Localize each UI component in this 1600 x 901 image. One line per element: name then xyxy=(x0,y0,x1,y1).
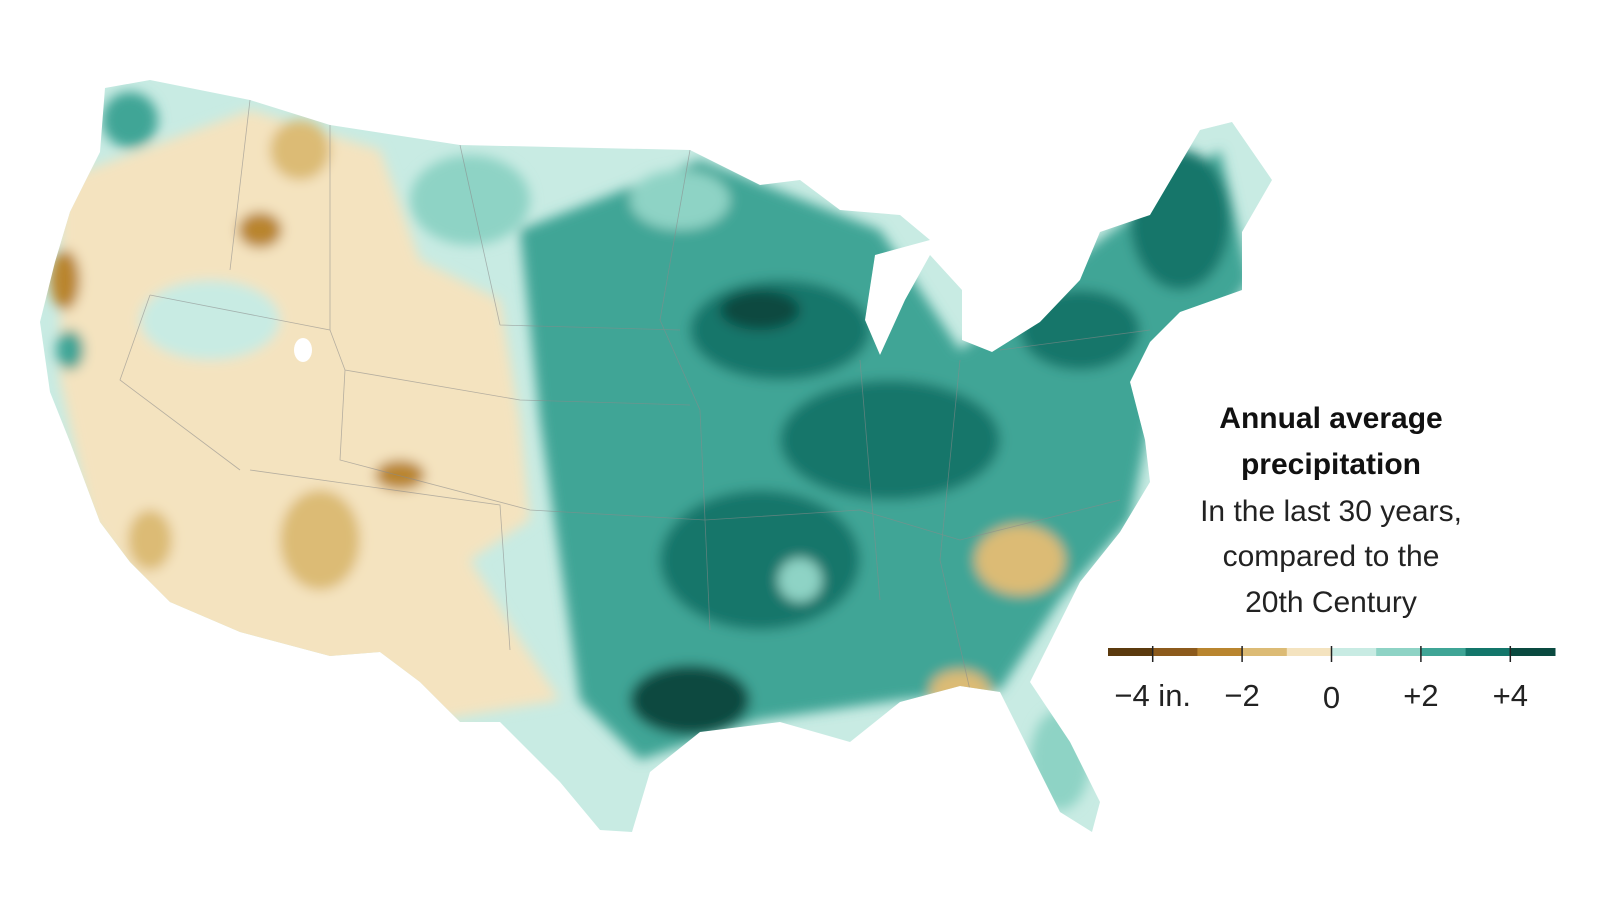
legend-tick-label: +2 xyxy=(1403,678,1438,713)
legend-subtitle: compared to the xyxy=(1223,540,1440,573)
legend-swatch xyxy=(1152,648,1198,656)
legend-swatch xyxy=(1465,648,1511,656)
legend-tick-label: −2 xyxy=(1224,678,1259,713)
precipitation-map xyxy=(40,80,1272,832)
legend-swatch xyxy=(1108,648,1154,656)
legend-swatch xyxy=(1510,648,1556,656)
legend-tick-label: 0 xyxy=(1323,680,1340,715)
legend-subtitle: In the last 30 years, xyxy=(1200,495,1462,528)
legend-title: Annual average xyxy=(1219,402,1442,435)
legend-subtitle: 20th Century xyxy=(1245,586,1417,619)
legend-swatch xyxy=(1420,648,1467,656)
legend-title: precipitation xyxy=(1241,448,1421,481)
legend-swatch xyxy=(1331,648,1377,656)
legend-swatch xyxy=(1197,648,1243,656)
legend: Annual average precipitation In the last… xyxy=(1108,402,1556,715)
legend-swatch xyxy=(1286,648,1332,656)
legend-swatch xyxy=(1242,648,1288,656)
legend-tick-label: +4 xyxy=(1493,678,1528,713)
legend-swatch xyxy=(1376,648,1422,656)
legend-tick-label: −4 in. xyxy=(1114,678,1191,713)
